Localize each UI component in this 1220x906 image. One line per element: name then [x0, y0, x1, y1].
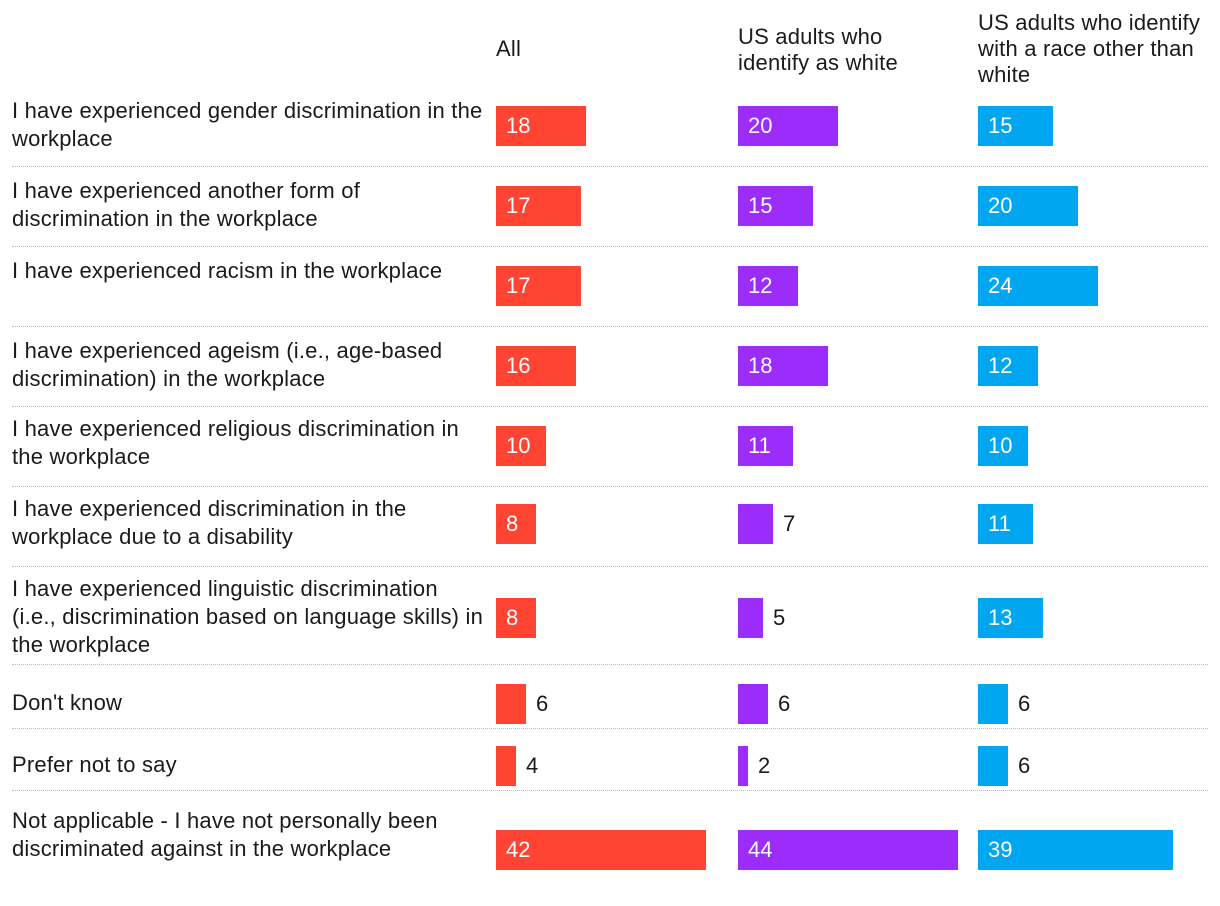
- data-label-2-2: 15: [748, 193, 773, 218]
- row-divider: [12, 166, 1208, 167]
- data-label-3-9: 6: [1018, 753, 1031, 778]
- row-divider: [12, 664, 1208, 665]
- bar-2-9: [738, 746, 748, 786]
- data-label-2-7: 5: [773, 605, 786, 630]
- bar-1-1: [496, 106, 586, 146]
- bar-1-8: [496, 684, 526, 724]
- data-label-1-2: 17: [506, 193, 531, 218]
- bar-1-3: [496, 266, 581, 306]
- bar-3-10: [978, 830, 1173, 870]
- data-label-1-8: 6: [536, 691, 549, 716]
- data-label-1-5: 10: [506, 433, 531, 458]
- row-label-9: Prefer not to say: [12, 752, 177, 777]
- bar-3-3: [978, 266, 1098, 306]
- bar-2-10: [738, 830, 958, 870]
- data-label-3-5: 10: [988, 433, 1013, 458]
- row-divider: [12, 406, 1208, 407]
- column-header-3: US adults who identify with a race other…: [978, 10, 1201, 87]
- data-label-3-8: 6: [1018, 691, 1031, 716]
- bar-2-1: [738, 106, 838, 146]
- row-label-4: I have experienced ageism (i.e., age-bas…: [12, 338, 443, 391]
- data-label-1-10: 42: [506, 837, 531, 862]
- data-label-2-10: 44: [748, 837, 773, 862]
- data-label-1-3: 17: [506, 273, 531, 298]
- data-label-3-10: 39: [988, 837, 1013, 862]
- bar-2-8: [738, 684, 768, 724]
- row-divider: [12, 246, 1208, 247]
- row-label-8: Don't know: [12, 690, 123, 715]
- bar-2-3: [738, 266, 798, 306]
- bar-1-10: [496, 830, 706, 870]
- row-divider: [12, 566, 1208, 567]
- row-label-1: I have experienced gender discrimination…: [12, 98, 483, 151]
- data-label-3-7: 13: [988, 605, 1013, 630]
- data-label-2-1: 20: [748, 113, 773, 138]
- bar-1-4: [496, 346, 576, 386]
- bar-3-5: [978, 426, 1028, 466]
- bar-1-6: [496, 504, 536, 544]
- column-header-1: All: [496, 36, 522, 61]
- data-label-2-5: 11: [748, 433, 771, 458]
- data-label-2-6: 7: [783, 511, 796, 536]
- bar-1-5: [496, 426, 546, 466]
- data-label-1-7: 8: [506, 605, 519, 630]
- bar-3-1: [978, 106, 1053, 146]
- row-label-10: Not applicable - I have not personally b…: [12, 808, 438, 861]
- bar-3-4: [978, 346, 1038, 386]
- data-label-3-3: 24: [988, 273, 1013, 298]
- row-label-6: I have experienced discrimination in the…: [12, 496, 407, 549]
- row-label-5: I have experienced religious discriminat…: [12, 416, 459, 469]
- data-label-1-6: 8: [506, 511, 519, 536]
- data-label-3-1: 15: [988, 113, 1013, 138]
- bar-1-2: [496, 186, 581, 226]
- bar-2-5: [738, 426, 793, 466]
- column-header-2: US adults who identify as white: [738, 24, 898, 75]
- bar-3-8: [978, 684, 1008, 724]
- bar-3-9: [978, 746, 1008, 786]
- bar-2-7: [738, 598, 763, 638]
- row-label-2: I have experienced another form of discr…: [12, 178, 361, 231]
- row-label-7: I have experienced linguistic discrimina…: [12, 576, 484, 657]
- bar-1-9: [496, 746, 516, 786]
- bar-2-6: [738, 504, 773, 544]
- data-label-2-3: 12: [748, 273, 773, 298]
- bar-2-4: [738, 346, 828, 386]
- data-label-3-4: 12: [988, 353, 1013, 378]
- data-label-2-4: 18: [748, 353, 773, 378]
- row-divider: [12, 486, 1208, 487]
- data-label-1-1: 18: [506, 113, 531, 138]
- row-divider: [12, 728, 1208, 729]
- data-label-2-9: 2: [758, 753, 771, 778]
- data-label-3-2: 20: [988, 193, 1013, 218]
- bar-3-7: [978, 598, 1043, 638]
- row-label-3: I have experienced racism in the workpla…: [12, 258, 443, 283]
- bar-3-6: [978, 504, 1033, 544]
- bar-2-2: [738, 186, 813, 226]
- bar-3-2: [978, 186, 1078, 226]
- data-label-1-4: 16: [506, 353, 531, 378]
- row-divider: [12, 790, 1208, 791]
- row-divider: [12, 326, 1208, 327]
- data-label-2-8: 6: [778, 691, 791, 716]
- data-label-1-9: 4: [526, 753, 539, 778]
- data-label-3-6: 11: [988, 511, 1011, 536]
- bar-1-7: [496, 598, 536, 638]
